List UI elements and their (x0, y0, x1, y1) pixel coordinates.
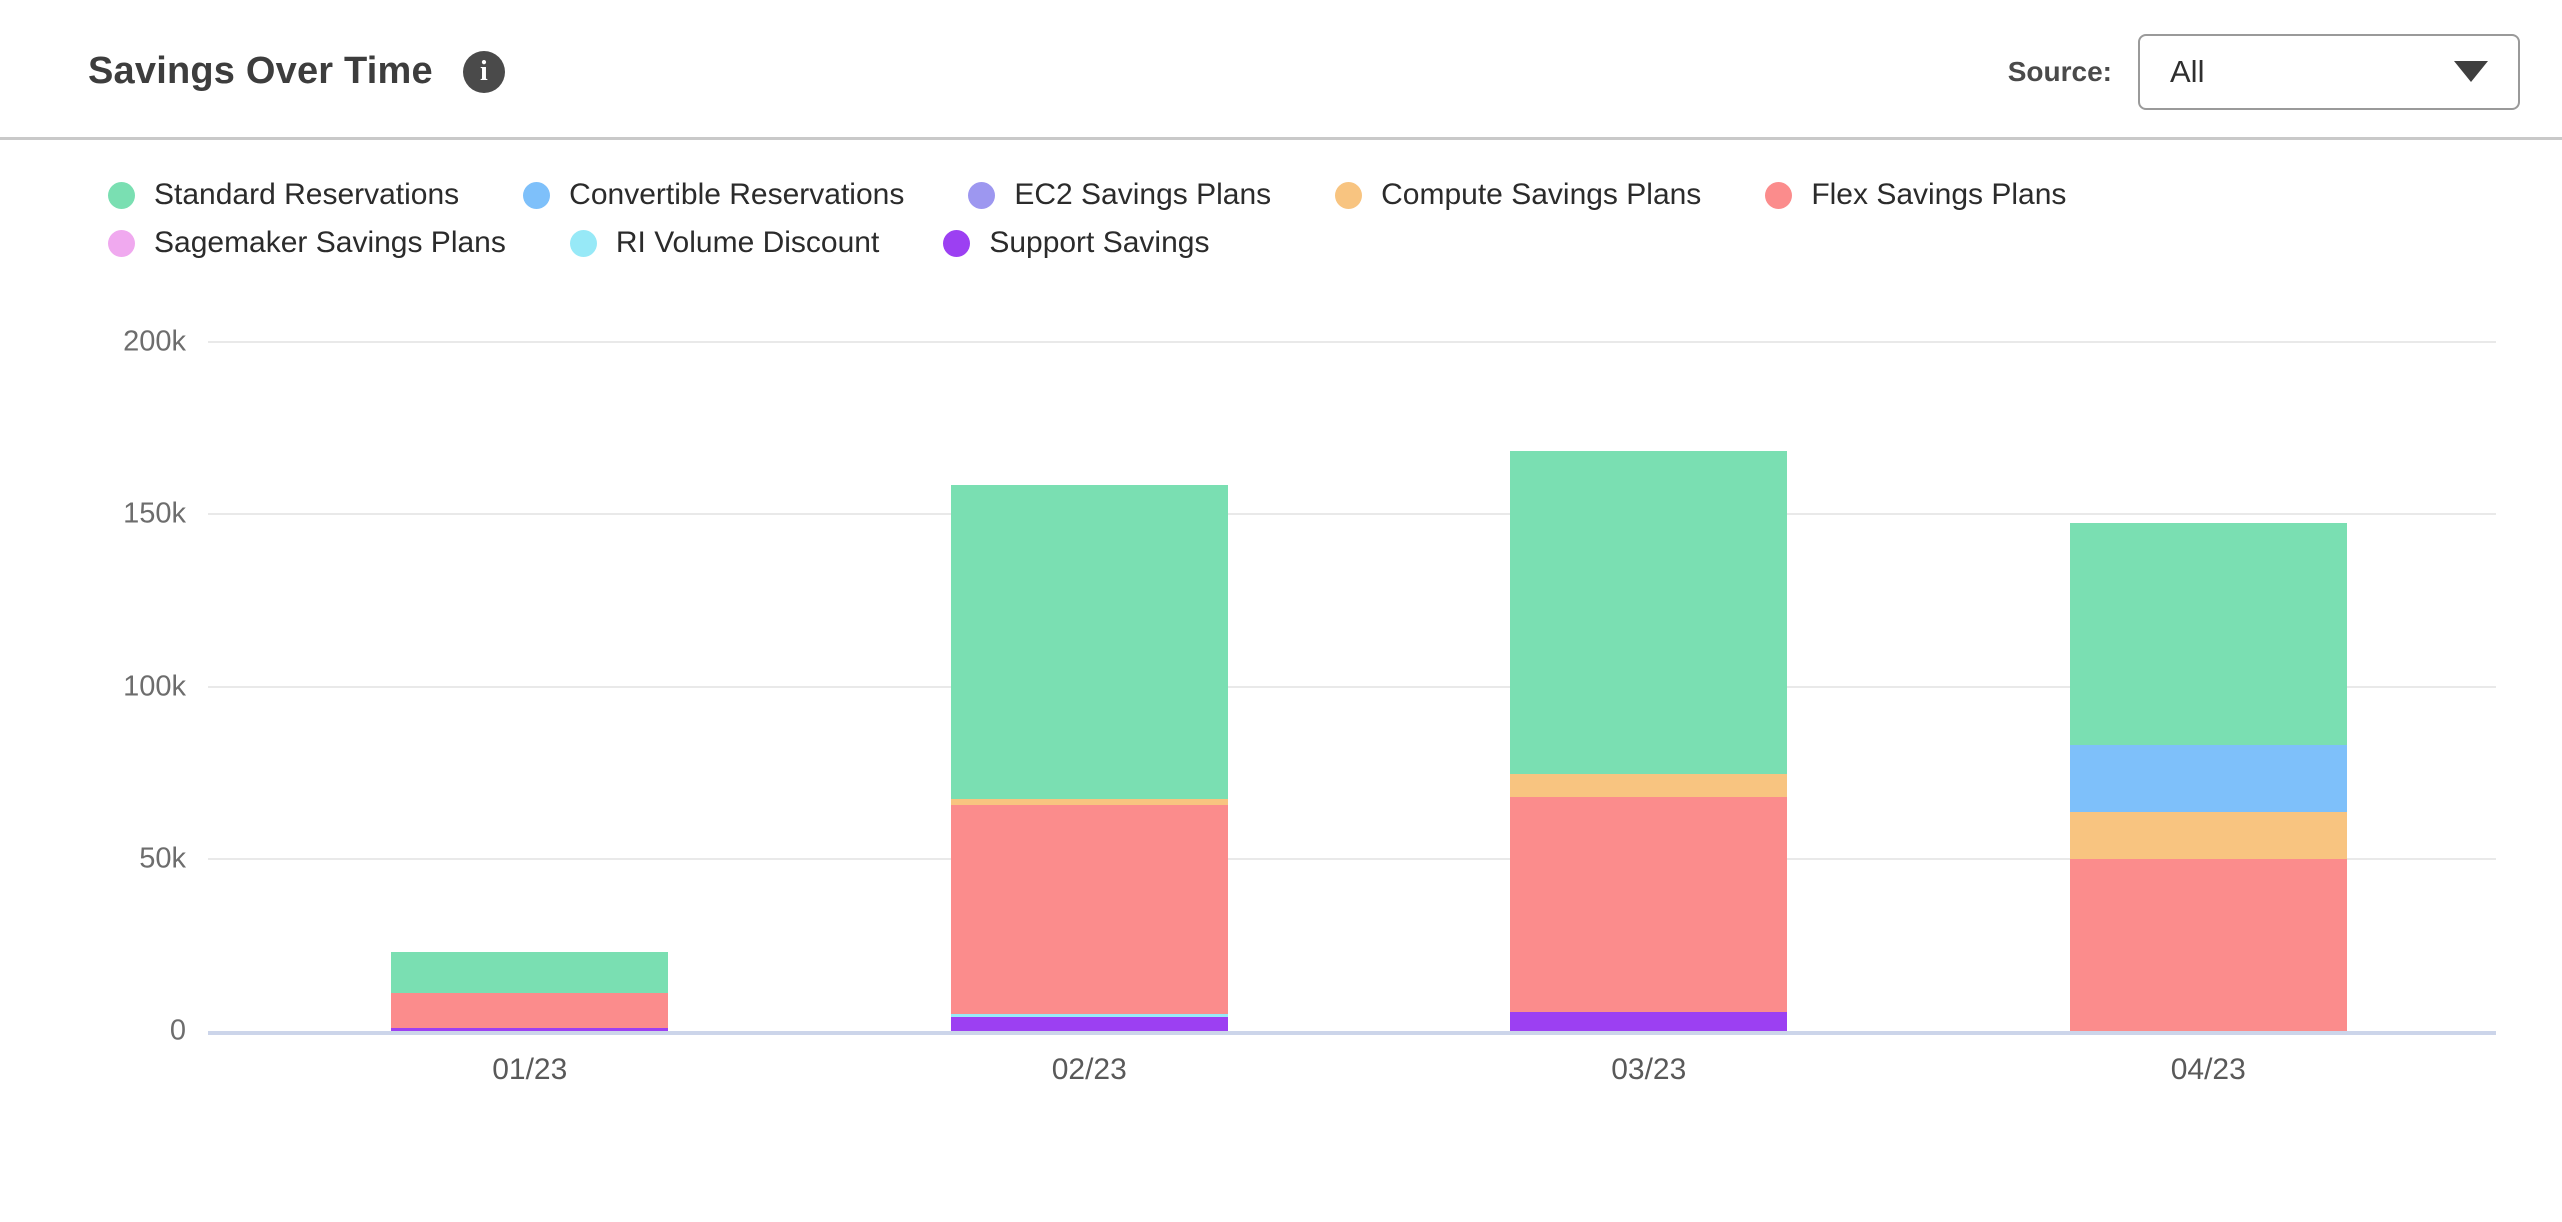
bar-segment (950, 798, 1228, 806)
legend-item[interactable]: Sagemaker Savings Plans (108, 226, 506, 260)
legend-item[interactable]: Flex Savings Plans (1765, 178, 2066, 212)
page-title: Savings Over Time (88, 50, 433, 92)
legend-label: Compute Savings Plans (1381, 178, 1702, 211)
y-axis-label: 50k (139, 842, 186, 875)
y-axis-label: 100k (123, 670, 186, 702)
legend-dot-icon (943, 229, 971, 257)
legend-label: EC2 Savings Plans (1014, 178, 1272, 211)
source-control: Source: All (2007, 33, 2520, 110)
legend-item[interactable]: RI Volume Discount (569, 226, 880, 260)
bar-band (1929, 342, 2489, 1031)
legend-dot-icon (968, 181, 996, 209)
bars-layer (250, 342, 2488, 1031)
bar-segment (950, 1017, 1228, 1031)
bar-segment (391, 951, 669, 994)
x-axis-label: 02/23 (1051, 1053, 1127, 1086)
bar-segment (391, 993, 669, 1028)
chart-legend: Standard Reservations Convertible Reserva… (108, 178, 2368, 260)
bar-column (391, 951, 669, 1031)
bar-segment (391, 1027, 669, 1031)
bar-band (250, 342, 810, 1031)
info-icon[interactable]: i (462, 50, 505, 93)
bar-column (950, 485, 1228, 1031)
legend-item[interactable]: Standard Reservations (108, 178, 459, 212)
bar-band (1369, 342, 1929, 1031)
chart-header: Savings Over Time i Source: All (0, 0, 2562, 140)
bar-band (810, 342, 1370, 1031)
legend-label: Flex Savings Plans (1811, 178, 2067, 211)
bar-segment (1510, 774, 1788, 797)
plot-area: 200k 150k 100k 50k 0 (123, 326, 2496, 1047)
bar-segment (950, 485, 1228, 799)
bar-segment (2069, 745, 2347, 813)
legend-dot-icon (1335, 181, 1363, 209)
bar-segment (1510, 1012, 1788, 1031)
chevron-down-icon (2454, 61, 2488, 82)
source-dropdown[interactable]: All (2138, 33, 2520, 110)
y-axis-label: 150k (123, 497, 186, 530)
legend-dot-icon (1765, 181, 1793, 209)
y-gridline (208, 341, 2496, 343)
bar-segment (950, 805, 1228, 1014)
x-axis-label: 01/23 (492, 1053, 568, 1086)
title-wrap: Savings Over Time i (88, 50, 505, 93)
legend-label: Standard Reservations (154, 178, 460, 211)
chart-area: 200k 150k 100k 50k 0 01/23 02/23 03/23 04/23 (0, 326, 2562, 1087)
legend-label: Sagemaker Savings Plans (154, 226, 506, 259)
bar-column (1510, 450, 1788, 1031)
legend-dot-icon (108, 181, 135, 209)
bar-segment (1510, 450, 1788, 775)
y-axis-label: 0 (169, 1014, 186, 1047)
legend-item[interactable]: Compute Savings Plans (1335, 178, 1701, 212)
legend-label: Support Savings (989, 226, 1210, 259)
bar-column (2069, 522, 2347, 1031)
bar-segment (950, 1013, 1228, 1018)
source-label: Source: (2007, 55, 2112, 87)
y-gridline (208, 857, 2496, 860)
bar-segment (2069, 858, 2347, 1031)
legend-label: RI Volume Discount (615, 226, 880, 259)
x-axis: 01/23 02/23 03/23 04/23 (250, 1053, 2488, 1087)
bar-segment (1510, 796, 1788, 1013)
y-axis-label: 200k (123, 325, 186, 358)
legend-item[interactable]: EC2 Savings Plans (968, 178, 1271, 212)
x-axis-label: 04/23 (2170, 1053, 2246, 1086)
bar-segment (2069, 522, 2347, 746)
legend-label: Convertible Reservations (569, 178, 905, 211)
y-gridline (208, 513, 2496, 516)
legend-item[interactable]: Support Savings (943, 226, 1209, 260)
legend-item[interactable]: Convertible Reservations (523, 178, 904, 212)
source-dropdown-value: All (2170, 53, 2205, 89)
legend-dot-icon (523, 181, 551, 209)
zero-axis-line (208, 1031, 2496, 1035)
y-gridline (208, 685, 2496, 688)
bar-segment (2069, 812, 2347, 859)
legend-dot-icon (108, 229, 135, 257)
legend-dot-icon (569, 229, 597, 257)
x-axis-label: 03/23 (1611, 1053, 1687, 1086)
